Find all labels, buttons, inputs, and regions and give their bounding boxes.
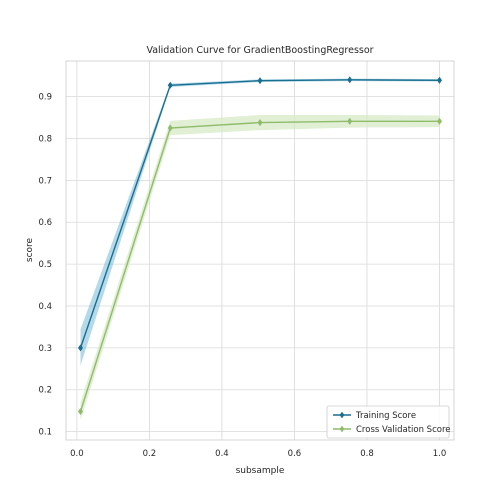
y-tick-label: 0.9 — [38, 93, 52, 103]
data-point — [436, 76, 443, 84]
y-tick-label: 0.5 — [38, 260, 52, 270]
y-tick-label: 0.2 — [38, 386, 52, 396]
x-tick-label: 1.0 — [433, 449, 447, 459]
data-point — [347, 76, 353, 84]
legend-label-0: Training Score — [355, 411, 416, 421]
x-tick-label: 0.4 — [215, 449, 229, 459]
x-axis-label: subsample — [236, 466, 285, 476]
y-tick-label: 0.1 — [38, 428, 52, 438]
plot-frame — [65, 60, 455, 441]
data-point — [167, 124, 173, 132]
data-point — [77, 407, 84, 416]
chart-title: Validation Curve for GradientBoostingReg… — [146, 45, 373, 56]
y-tick-label: 0.3 — [38, 344, 52, 354]
x-tick-label: 0.6 — [288, 449, 302, 459]
legend-box — [326, 405, 450, 439]
x-tick-label: 0.2 — [143, 449, 157, 459]
data-point — [257, 77, 263, 85]
y-axis-label: score — [25, 237, 35, 262]
legend-marker-1 — [339, 425, 345, 433]
x-tick-label: 0.0 — [70, 449, 84, 459]
data-point — [347, 117, 353, 125]
data-point — [77, 344, 84, 352]
data-point — [436, 117, 443, 125]
series-markers — [77, 76, 443, 416]
y-tick-label: 0.7 — [38, 176, 52, 186]
y-tick-label: 0.4 — [38, 302, 52, 312]
y-tick-label: 0.6 — [38, 218, 52, 228]
legend-marker-0 — [339, 411, 345, 419]
x-tick-label: 0.8 — [360, 449, 374, 459]
y-tick-label: 0.8 — [38, 134, 52, 144]
tick-labels: 0.0 0.2 0.4 0.6 0.8 1.0 0.1 0.2 0.3 0.4 0.5 0.6 0.7 0… — [38, 93, 446, 459]
legend: Training Score Cross Validation Score — [326, 405, 450, 439]
legend-label-1: Cross Validation Score — [356, 425, 450, 435]
data-point — [167, 81, 173, 89]
data-point — [257, 118, 263, 127]
